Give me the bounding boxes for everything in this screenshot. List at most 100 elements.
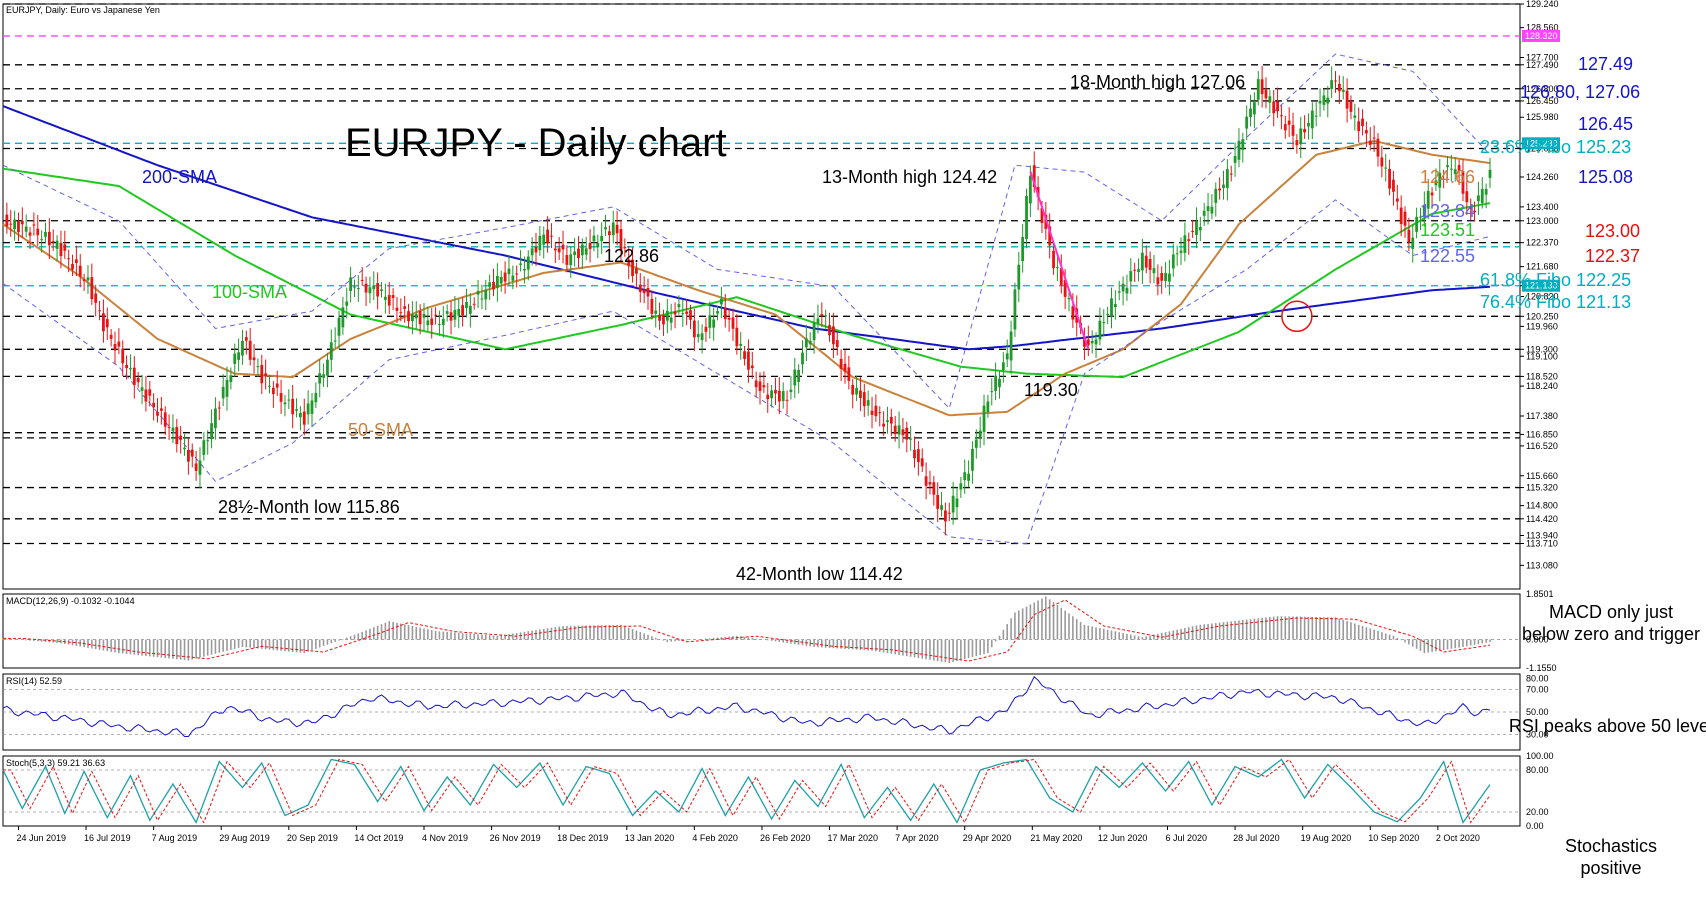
candle-body	[947, 512, 951, 514]
candle	[102, 299, 105, 343]
rsi-title: RSI(14) 52.59	[6, 676, 62, 686]
price-y-tick-label: 115.320	[1526, 483, 1558, 493]
candle-body	[1171, 254, 1175, 269]
right-level-label: 124.66	[1420, 167, 1475, 187]
candle	[1469, 198, 1473, 221]
candle-body	[1028, 175, 1032, 204]
price-y-tick-label: 118.240	[1526, 381, 1558, 391]
candle	[1372, 125, 1376, 152]
candle	[940, 491, 943, 517]
candle-body	[51, 241, 55, 243]
candle-body	[1484, 188, 1488, 195]
candle-body	[777, 390, 781, 402]
x-tick-label: 24 Jun 2019	[16, 833, 66, 843]
candle-body	[1233, 155, 1237, 163]
candle	[503, 261, 507, 294]
candle	[1399, 195, 1403, 237]
candle-body	[310, 400, 314, 414]
candle-body	[546, 229, 549, 244]
candle-body	[542, 234, 546, 245]
candle-body	[758, 381, 762, 392]
candle	[766, 382, 770, 413]
candle-body	[774, 389, 777, 394]
price-y-tick-label: 113.710	[1526, 538, 1558, 548]
candle-body	[654, 310, 658, 314]
candle-body	[1372, 137, 1376, 139]
candle-body	[916, 449, 920, 462]
candle	[1001, 352, 1005, 383]
candle-body	[121, 348, 125, 364]
candle-body	[1133, 269, 1137, 271]
price-y-tick-label: 118.520	[1526, 371, 1558, 381]
candle-body	[356, 288, 360, 290]
candle	[372, 271, 376, 301]
candle	[59, 230, 63, 269]
candle-body	[801, 352, 804, 365]
candle	[1090, 330, 1094, 354]
candle	[1353, 103, 1357, 131]
price-y-tick-label: 115.660	[1526, 471, 1558, 481]
candle-body	[855, 387, 858, 395]
candle-body	[951, 495, 955, 513]
candle-body	[299, 412, 302, 418]
candle	[882, 411, 886, 436]
candle	[221, 374, 225, 407]
candle-body	[217, 407, 221, 409]
candle	[302, 398, 306, 436]
candle-body	[646, 287, 650, 297]
candle-body	[32, 224, 36, 226]
candle-body	[337, 317, 341, 336]
candle-body	[770, 390, 774, 399]
macd-panel-frame	[2, 593, 1521, 669]
candle	[1268, 90, 1272, 114]
candle	[105, 307, 109, 340]
candle	[1144, 245, 1148, 274]
candle-body	[781, 391, 785, 402]
candle-body	[719, 298, 723, 305]
candle-body	[186, 450, 190, 462]
candle	[797, 364, 801, 394]
candle	[932, 475, 936, 506]
candle-body	[233, 353, 237, 364]
candle-body	[1399, 207, 1403, 225]
candle	[824, 309, 828, 329]
candle	[944, 502, 947, 536]
candle	[1249, 94, 1252, 127]
candle	[816, 304, 820, 334]
candle-body	[407, 311, 410, 322]
candle-body	[955, 498, 959, 508]
candle	[924, 462, 928, 500]
candle	[982, 394, 986, 446]
candle	[542, 226, 546, 259]
x-tick-label: 20 Sep 2019	[287, 833, 338, 843]
candle-body	[159, 408, 163, 411]
candle	[1233, 142, 1237, 177]
candle	[295, 398, 298, 418]
candle-body	[376, 283, 380, 297]
annotation-label: 42-Month low 114.42	[736, 564, 903, 584]
rsi-y-tick-label: 50.00	[1526, 707, 1549, 717]
candle	[310, 393, 314, 428]
candle	[1164, 261, 1167, 288]
series-line-50-sma	[2, 139, 1491, 417]
candle	[835, 331, 839, 356]
candle	[1191, 219, 1194, 238]
candle	[152, 393, 156, 421]
candle-body	[422, 313, 426, 318]
candle	[341, 296, 345, 335]
candle-body	[847, 367, 851, 381]
price-y-tick-label: 121.680	[1526, 262, 1559, 272]
candle	[627, 245, 631, 280]
candle	[635, 262, 638, 287]
candle-body	[152, 402, 156, 408]
candle	[349, 266, 353, 303]
candle	[526, 250, 530, 281]
candle	[990, 378, 994, 406]
candle-body	[256, 366, 260, 368]
right-level-label: 123.84	[1420, 201, 1475, 221]
candle-body	[480, 298, 484, 300]
candle	[901, 417, 905, 443]
candle	[959, 476, 963, 498]
candle-body	[1191, 230, 1194, 232]
candle-body	[503, 272, 507, 282]
